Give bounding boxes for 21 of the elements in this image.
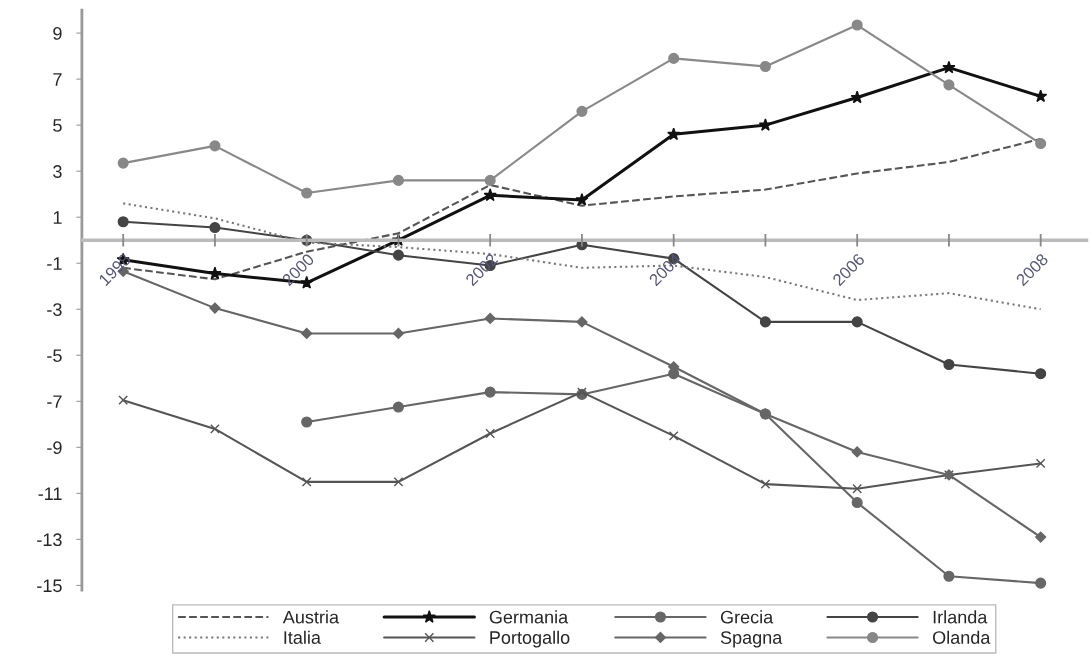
y-tick-label: 3	[53, 165, 62, 178]
y-tick-label: -11	[38, 487, 62, 500]
legend-label: Germania	[489, 610, 569, 624]
y-tick-label: -5	[47, 349, 62, 362]
y-tick-label: 9	[53, 27, 62, 40]
y-tick-label: -1	[47, 257, 62, 270]
y-tick-label: 1	[53, 211, 62, 224]
y-tick-label: -13	[37, 533, 62, 547]
y-tick-label: -15	[37, 579, 62, 593]
legend-label: Portogallo	[490, 630, 570, 648]
legend-label: Olanda	[932, 630, 991, 644]
y-tick-label: 5	[53, 119, 62, 132]
legend-label: Austria	[282, 610, 340, 624]
y-tick-label: -9	[47, 441, 62, 455]
y-tick-label: -3	[47, 303, 62, 316]
y-tick-label: 7	[53, 73, 62, 86]
legend-label: Grecia	[720, 610, 774, 624]
legend-label: Italia	[284, 630, 321, 644]
legend-label: Spagna	[720, 631, 783, 648]
y-tick-label: -7	[47, 395, 62, 408]
legend-label: Irlanda	[933, 610, 988, 624]
